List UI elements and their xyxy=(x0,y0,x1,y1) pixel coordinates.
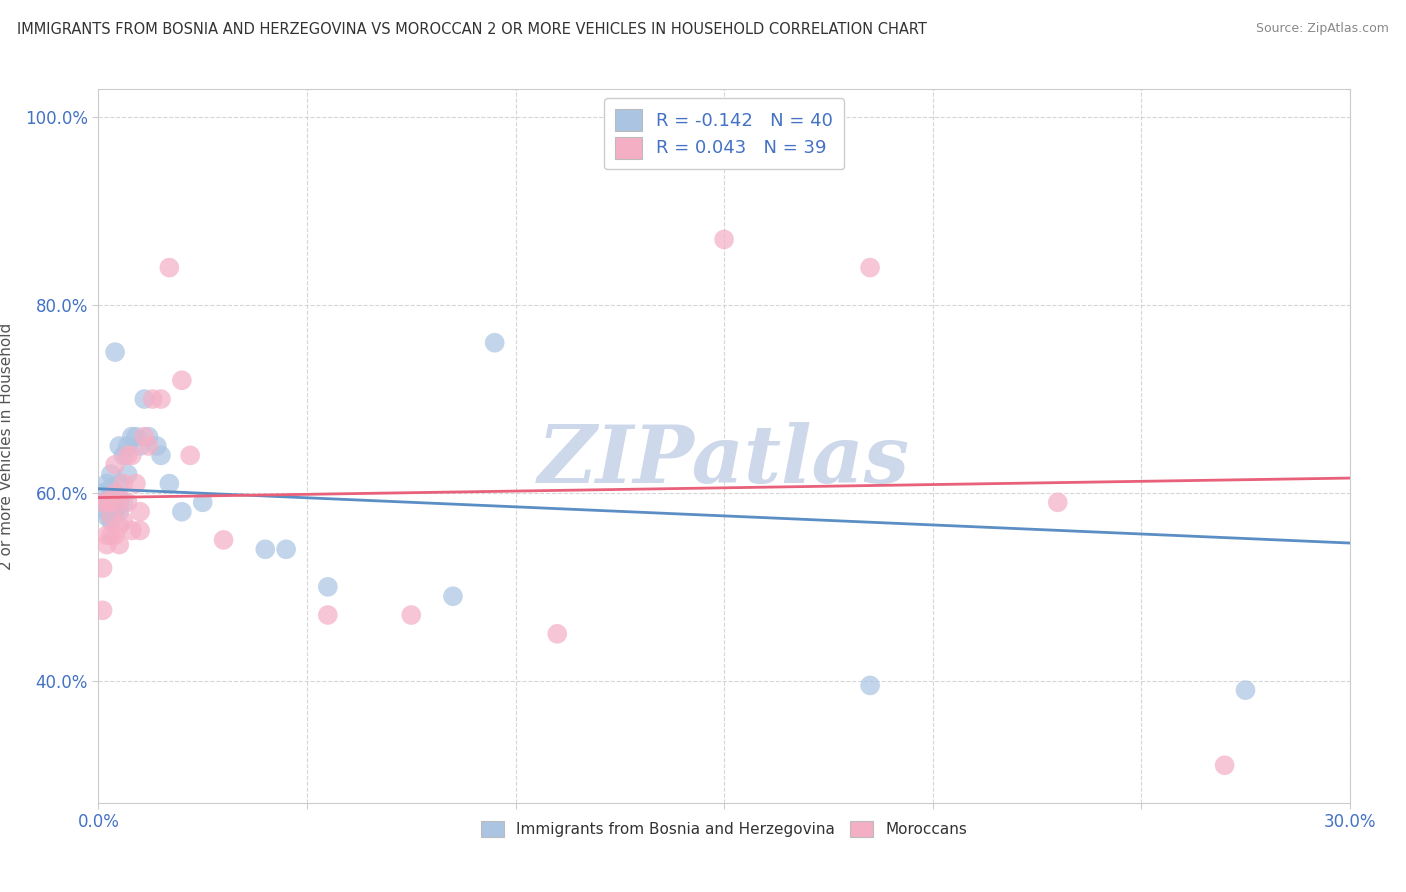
Point xyxy=(157,476,180,491)
Y-axis label: 2 or more Vehicles in Household: 2 or more Vehicles in Household xyxy=(0,322,14,570)
Point xyxy=(112,449,135,463)
Point xyxy=(129,524,152,538)
Point xyxy=(91,561,114,575)
Point xyxy=(100,528,122,542)
Point xyxy=(96,476,118,491)
Point xyxy=(117,449,139,463)
Point xyxy=(108,439,131,453)
Point xyxy=(170,373,193,387)
Point xyxy=(441,589,464,603)
Point xyxy=(125,476,148,491)
Point xyxy=(100,495,122,509)
Point xyxy=(100,467,122,482)
Point xyxy=(121,524,143,538)
Point xyxy=(316,580,339,594)
Point xyxy=(125,429,148,443)
Point xyxy=(170,505,193,519)
Point xyxy=(150,449,173,463)
Point xyxy=(108,495,131,509)
Point xyxy=(859,260,882,275)
Point xyxy=(1046,495,1069,509)
Point xyxy=(108,491,131,505)
Point xyxy=(91,495,114,509)
Point xyxy=(108,538,131,552)
Point xyxy=(108,505,131,519)
Point xyxy=(1234,683,1257,698)
Point xyxy=(100,481,122,495)
Point xyxy=(134,429,156,443)
Point xyxy=(129,439,152,453)
Point xyxy=(108,476,131,491)
Legend: Immigrants from Bosnia and Herzegovina, Moroccans: Immigrants from Bosnia and Herzegovina, … xyxy=(474,814,974,845)
Point xyxy=(112,495,135,509)
Point xyxy=(150,392,173,406)
Point xyxy=(100,509,122,524)
Point xyxy=(316,607,339,622)
Point xyxy=(254,542,277,557)
Point xyxy=(859,678,882,692)
Point xyxy=(91,603,114,617)
Point xyxy=(134,392,156,406)
Point xyxy=(121,429,143,443)
Point xyxy=(117,467,139,482)
Point xyxy=(157,260,180,275)
Point xyxy=(112,514,135,528)
Point xyxy=(212,533,235,547)
Point xyxy=(104,495,127,509)
Point xyxy=(191,495,214,509)
Point xyxy=(96,495,118,509)
Text: ZIPatlas: ZIPatlas xyxy=(538,422,910,499)
Point xyxy=(142,392,165,406)
Point xyxy=(713,232,735,246)
Point xyxy=(546,627,568,641)
Point xyxy=(100,514,122,528)
Point xyxy=(104,486,127,500)
Point xyxy=(117,495,139,509)
Point xyxy=(96,495,118,509)
Point xyxy=(121,449,143,463)
Point xyxy=(484,335,506,350)
Point xyxy=(104,505,127,519)
Point xyxy=(96,505,118,519)
Point xyxy=(129,505,152,519)
Point xyxy=(138,429,160,443)
Text: IMMIGRANTS FROM BOSNIA AND HERZEGOVINA VS MOROCCAN 2 OR MORE VEHICLES IN HOUSEHO: IMMIGRANTS FROM BOSNIA AND HERZEGOVINA V… xyxy=(17,22,927,37)
Point xyxy=(108,518,131,533)
Point xyxy=(104,458,127,472)
Text: Source: ZipAtlas.com: Source: ZipAtlas.com xyxy=(1256,22,1389,36)
Point xyxy=(112,476,135,491)
Point xyxy=(104,528,127,542)
Point xyxy=(138,439,160,453)
Point xyxy=(104,486,127,500)
Point xyxy=(96,509,118,524)
Point xyxy=(96,528,118,542)
Point xyxy=(91,495,114,509)
Point xyxy=(100,505,122,519)
Point xyxy=(100,491,122,505)
Point xyxy=(96,538,118,552)
Point xyxy=(274,542,298,557)
Point xyxy=(1213,758,1236,772)
Point xyxy=(104,345,127,359)
Point xyxy=(179,449,201,463)
Point xyxy=(117,439,139,453)
Point xyxy=(401,607,423,622)
Point xyxy=(91,486,114,500)
Point xyxy=(146,439,169,453)
